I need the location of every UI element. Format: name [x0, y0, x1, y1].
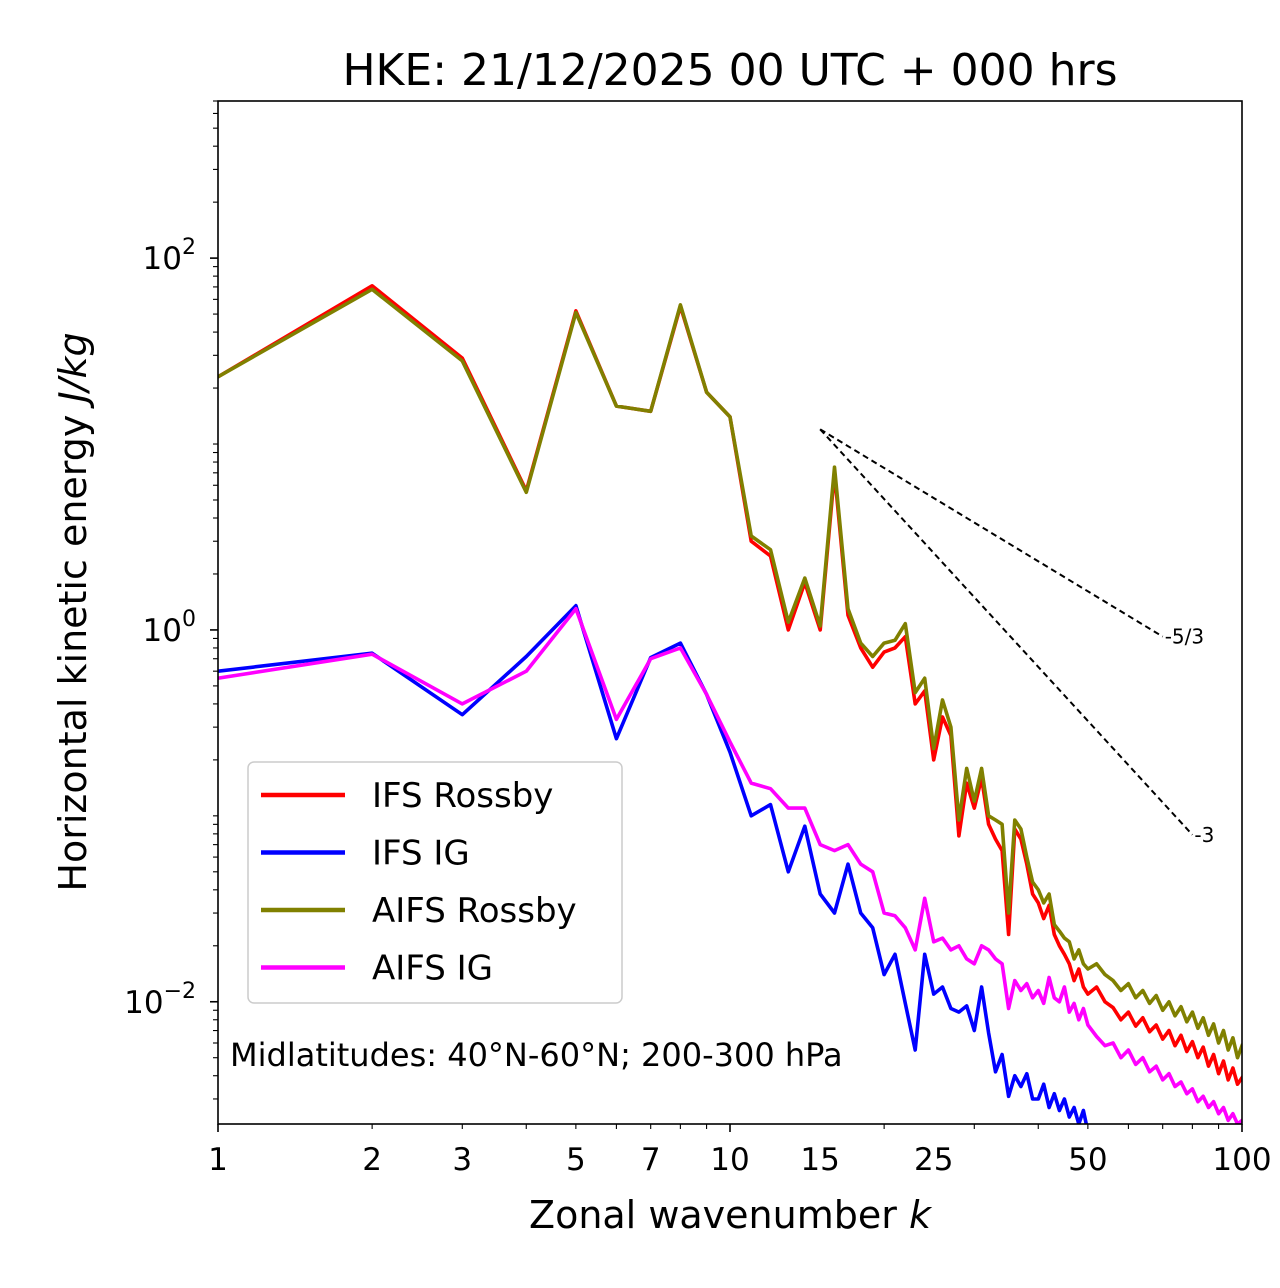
legend-label-aifs-rossby: AIFS Rossby	[372, 891, 577, 931]
x-tick-label: 3	[452, 1142, 472, 1178]
x-tick-label: 100	[1212, 1142, 1271, 1178]
x-tick-label: 50	[1068, 1142, 1107, 1178]
y-tick-label: 10−2	[124, 979, 196, 1021]
y-tick-base: 10	[124, 985, 163, 1021]
x-axis-ticks: 1 2 3 5 7 10 15 25 50 100	[208, 1124, 1272, 1178]
reference-slope-line	[819, 428, 1164, 638]
x-tick-label: 25	[914, 1142, 953, 1178]
legend-label-ifs-rossby: IFS Rossby	[372, 776, 553, 816]
reference-slope-line	[819, 428, 1194, 836]
x-axis-label-text: Zonal wavenumber	[529, 1193, 897, 1237]
reference-slopes: -5/3 -3	[819, 428, 1214, 847]
reference-slope-label: -5/3	[1165, 625, 1204, 649]
legend-items: IFS Rossby IFS IG AIFS Rossby AIFS IG	[261, 776, 577, 989]
x-axis-label: Zonal wavenumber k	[529, 1193, 933, 1237]
x-tick-label: 10	[710, 1142, 749, 1178]
x-axis-label-symbol: k	[909, 1193, 933, 1237]
chart-title: HKE: 21/12/2025 00 UTC + 000 hrs	[342, 45, 1117, 96]
y-tick-exponent: 0	[182, 607, 196, 632]
legend-label-ifs-ig: IFS IG	[372, 834, 470, 874]
y-tick-label: 102	[143, 235, 196, 277]
y-tick-exponent: 2	[182, 235, 196, 260]
y-tick-label: 100	[143, 607, 196, 649]
series-line-ifs-ig	[218, 603, 1089, 1124]
legend-box	[247, 761, 623, 1004]
reference-slope-label: -3	[1194, 823, 1214, 847]
series-line-aifs-ig	[218, 606, 1242, 1124]
y-axis-label-text: Horizontal kinetic energy	[51, 415, 95, 892]
x-tick-label: 1	[208, 1142, 228, 1178]
legend: IFS Rossby IFS IG AIFS Rossby AIFS IG	[247, 761, 623, 1004]
x-tick-label: 15	[800, 1142, 839, 1178]
y-axis-label-units: J/kg	[51, 332, 95, 409]
y-tick-base: 10	[143, 241, 182, 277]
x-tick-label: 5	[566, 1142, 586, 1178]
y-axis-label: Horizontal kinetic energy J/kg	[51, 332, 95, 891]
legend-label-aifs-ig: AIFS IG	[372, 949, 493, 989]
x-tick-label: 2	[362, 1142, 382, 1178]
region-annotation: Midlatitudes: 40°N-60°N; 200-300 hPa	[230, 1036, 843, 1074]
y-tick-exponent: −2	[164, 979, 196, 1004]
y-tick-base: 10	[143, 613, 182, 649]
x-tick-label: 7	[641, 1142, 661, 1178]
series-line-aifs-rossby	[218, 287, 1242, 1060]
series-layer	[218, 283, 1242, 1124]
